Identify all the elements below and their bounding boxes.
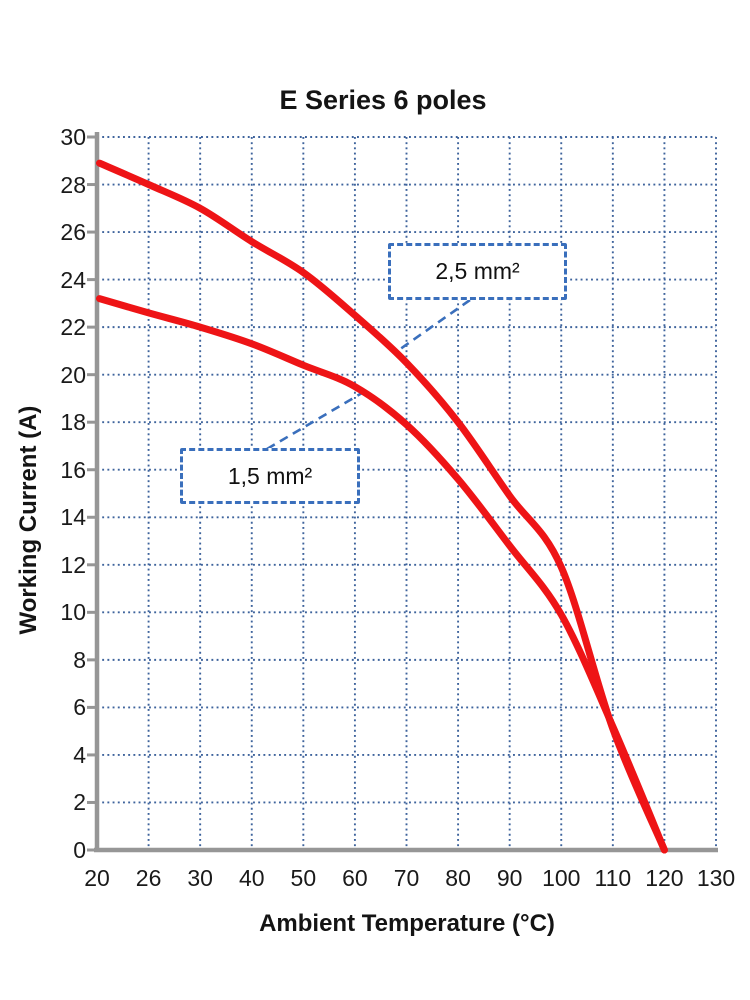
x-tick-label: 50 <box>290 865 317 891</box>
curve-25mm2 <box>96 159 668 854</box>
x-tick-label: 40 <box>238 865 265 891</box>
x-tick-label: 110 <box>594 865 632 891</box>
y-tick-label: 24 <box>60 266 86 293</box>
y-tick-label: 12 <box>60 551 86 578</box>
y-tick-label: 2 <box>73 789 86 816</box>
chart-title: E Series 6 poles <box>279 85 487 115</box>
y-tick-label: 28 <box>60 171 86 198</box>
x-tick-label: 60 <box>342 865 368 891</box>
annotation-leader-line <box>266 391 363 451</box>
y-tick-label: 26 <box>60 219 86 246</box>
y-tick-label: 4 <box>73 741 86 768</box>
x-tick-label: 20 <box>84 865 110 891</box>
y-tick-label: 14 <box>60 504 86 531</box>
x-tick-label: 30 <box>187 865 213 891</box>
y-tick-label: 22 <box>60 314 86 341</box>
annotation-box-25mm2: 2,5 mm² <box>388 243 567 300</box>
x-tick-label: 100 <box>542 865 581 891</box>
x-tick-label: 80 <box>445 865 471 891</box>
x-tick-label: 26 <box>135 865 162 891</box>
y-tick-label: 6 <box>73 694 86 721</box>
y-tick-label: 8 <box>73 646 86 673</box>
y-tick-label: 20 <box>60 361 86 388</box>
curve-15mm2 <box>96 295 668 854</box>
x-tick-label: 130 <box>696 865 736 891</box>
y-tick-label: 16 <box>60 456 86 483</box>
y-tick-label: 30 <box>60 124 86 150</box>
annotation-leader-line <box>395 298 471 354</box>
x-tick-label: 120 <box>645 865 684 891</box>
y-tick-label: 0 <box>73 837 86 863</box>
y-tick-label: 10 <box>60 599 86 626</box>
x-tick-label: 90 <box>496 865 523 891</box>
x-tick-label: 70 <box>393 865 420 891</box>
x-axis-title: Ambient Temperature (°C) <box>259 910 555 937</box>
annotation-box-15mm2: 1,5 mm² <box>180 448 360 504</box>
y-tick-label: 18 <box>60 409 86 436</box>
